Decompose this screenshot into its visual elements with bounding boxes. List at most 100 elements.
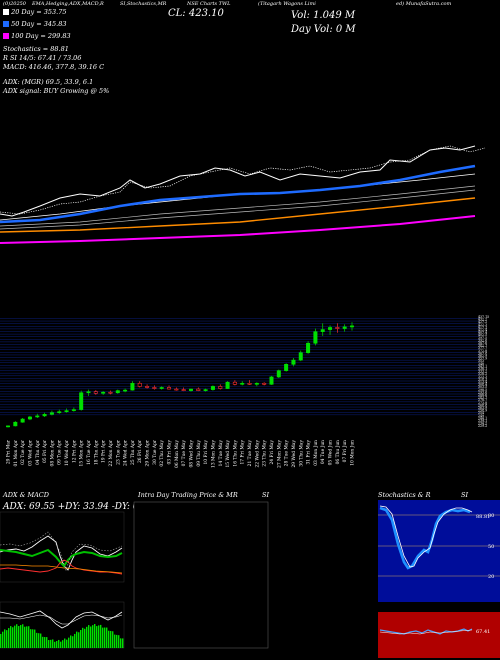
price-label: 357.9: [478, 357, 487, 361]
price-label: 234.2: [478, 422, 487, 426]
date-label: 28 Tue May: [285, 439, 290, 466]
candle-body: [218, 386, 223, 389]
date-label: 31 Fri May: [307, 439, 312, 464]
date-label: 19 Fri Apr: [102, 439, 107, 463]
candle: [71, 407, 76, 412]
candle-body: [123, 389, 128, 392]
price-dotted-line: [0, 145, 486, 215]
si-panel: 67.41: [378, 612, 500, 658]
ema100-swatch: [3, 33, 9, 39]
candle: [137, 381, 142, 388]
candle-body: [79, 392, 84, 410]
symbol-tag: NSE Charts TWL: [187, 1, 231, 7]
date-label: 07 Fri Jun: [343, 440, 348, 463]
date-label: 10 Mon Jun: [351, 440, 356, 466]
candle-body: [49, 412, 54, 415]
company-name: (Titagarh Wagons Limi: [258, 1, 316, 7]
date-label: 03 Wed Apr: [28, 439, 33, 466]
candle: [57, 409, 62, 414]
macd-hist-bar: [62, 640, 64, 648]
macd-line: [0, 610, 123, 629]
macd-hist-bar: [116, 634, 118, 648]
candle: [35, 413, 40, 418]
price-label: 308.4: [478, 383, 487, 387]
candle-body: [306, 342, 311, 354]
date-label: 26 Fri Apr: [138, 439, 143, 463]
date-label: 18 Thu Apr: [94, 439, 99, 465]
candle: [328, 325, 333, 335]
ema100-line: [0, 215, 476, 244]
price-label: 244.1: [478, 416, 487, 420]
stoch-current-label: 88.81: [476, 514, 490, 520]
candle-body: [225, 381, 230, 389]
price-label: 268.8: [478, 403, 487, 407]
date-label: 23 Thu May: [263, 439, 268, 466]
adx-signal-readout: ADX signal: BUY Growing @ 5%: [3, 87, 110, 95]
ema-mid-line-2: [0, 189, 476, 230]
date-label: 15 Wed May: [226, 439, 231, 467]
price-label: 323.3: [478, 375, 487, 379]
price-label: 239.1: [478, 419, 487, 423]
intraday-panel: [133, 501, 269, 649]
candle: [167, 385, 172, 390]
candle: [284, 363, 289, 372]
macd-hist-bar: [20, 625, 22, 648]
price-label: 437.15: [478, 315, 489, 319]
date-label: 30 Thu May: [299, 439, 304, 466]
candle: [240, 381, 245, 386]
macd-panel: [0, 601, 125, 649]
date-label: 30 Tue Apr: [153, 439, 158, 465]
macd-hist-bar: [40, 633, 42, 648]
date-label: 27 Mon May: [277, 439, 282, 467]
stochastics-panel: 80 50 20: [378, 500, 500, 602]
candle: [93, 390, 98, 395]
macd-hist-bar: [86, 626, 88, 648]
candle: [79, 390, 84, 411]
date-label: 05 Wed Jun: [329, 440, 334, 466]
macd-hist-bar: [12, 627, 14, 648]
candle: [13, 421, 18, 427]
candle-body: [42, 414, 47, 417]
candle: [115, 389, 120, 394]
price-label: 348: [478, 362, 484, 366]
date-label: 02 Tue Apr: [21, 439, 26, 465]
macd-hist-bar: [80, 630, 82, 648]
macd-hist-bar: [118, 635, 120, 648]
price-label: 263.9: [478, 406, 487, 410]
stoch-d-line: [379, 505, 473, 568]
stoch-panel-title: Stochastics & R: [378, 491, 431, 499]
date-label: 29 Wed May: [292, 439, 297, 467]
si-signal-line: [379, 629, 473, 635]
candle: [123, 388, 128, 393]
date-label: 22 Mon Apr: [109, 439, 114, 466]
date-label: 02 Thu May: [160, 439, 165, 466]
macd-hist-bar: [122, 638, 124, 648]
candle-body: [64, 410, 69, 412]
candle: [181, 387, 186, 392]
candle: [203, 388, 208, 392]
price-label: 402.5: [478, 333, 487, 337]
ema-legend-20: 20 Day = 353.75: [3, 8, 67, 16]
candle-body: [13, 421, 18, 427]
candle: [108, 390, 113, 395]
date-label: 10 Fri May: [204, 439, 209, 464]
date-label: 24 Fri May: [270, 439, 275, 464]
price-label: 407.4: [478, 331, 487, 335]
long-ema-line: [0, 197, 476, 233]
macd-hist-bar: [0, 634, 2, 648]
date-label: 04 Thu Apr: [36, 439, 41, 465]
macd-hist-bar: [36, 632, 38, 648]
date-label: 15 Mon Apr: [80, 439, 85, 466]
macd-hist-bar: [32, 629, 34, 648]
candle: [306, 341, 311, 354]
price-close-line: [0, 145, 476, 217]
day-volume-readout: Day Vol: 0 M: [291, 24, 356, 35]
price-label: 249: [478, 414, 484, 418]
date-label: 06 Thu Jun: [336, 440, 341, 465]
macd-hist-bar: [100, 624, 102, 648]
date-label: 29 Fri Mar: [7, 439, 12, 464]
macd-hist-bar: [54, 641, 56, 648]
candle: [42, 412, 47, 417]
candle: [101, 391, 106, 395]
